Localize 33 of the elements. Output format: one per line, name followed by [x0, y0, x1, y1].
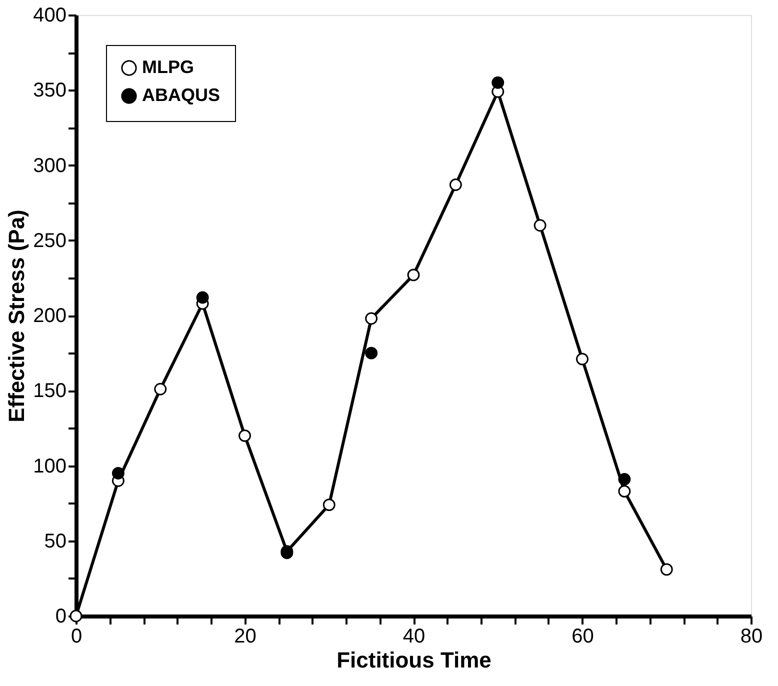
legend-label: ABAQUS — [142, 85, 220, 105]
x-tick-label: 80 — [740, 626, 763, 648]
y-tick-label: 250 — [33, 230, 66, 252]
y-tick-label: 300 — [33, 154, 66, 177]
point — [322, 498, 336, 512]
x-tick-label: 0 — [70, 626, 82, 648]
point — [196, 291, 209, 304]
point — [660, 563, 673, 576]
y-tick-label: 0 — [55, 606, 66, 628]
x-tick-label: 20 — [234, 626, 256, 648]
point — [618, 485, 631, 498]
point — [365, 346, 378, 360]
point — [365, 312, 378, 325]
point — [238, 429, 251, 442]
point — [112, 467, 124, 480]
y-tick-label: 150 — [33, 380, 66, 402]
point — [618, 473, 631, 486]
x-tick-label: 60 — [572, 626, 594, 648]
y-tick-label: 50 — [44, 530, 66, 552]
y-axis-title: Effective Stress (Pa) — [4, 210, 30, 422]
point — [154, 382, 167, 396]
legend-label: MLPG — [142, 57, 194, 77]
point — [492, 76, 504, 89]
point — [534, 219, 546, 232]
point — [576, 352, 588, 366]
x-tick-label: 40 — [402, 626, 426, 648]
point — [407, 268, 420, 282]
y-tick-label: 200 — [33, 305, 66, 327]
point — [449, 178, 462, 191]
x-axis-title: Fictitious Time — [336, 648, 492, 672]
y-tick-label: 350 — [33, 80, 66, 102]
y-tick-label: 100 — [33, 455, 66, 478]
y-tick-label: 400 — [33, 4, 66, 26]
